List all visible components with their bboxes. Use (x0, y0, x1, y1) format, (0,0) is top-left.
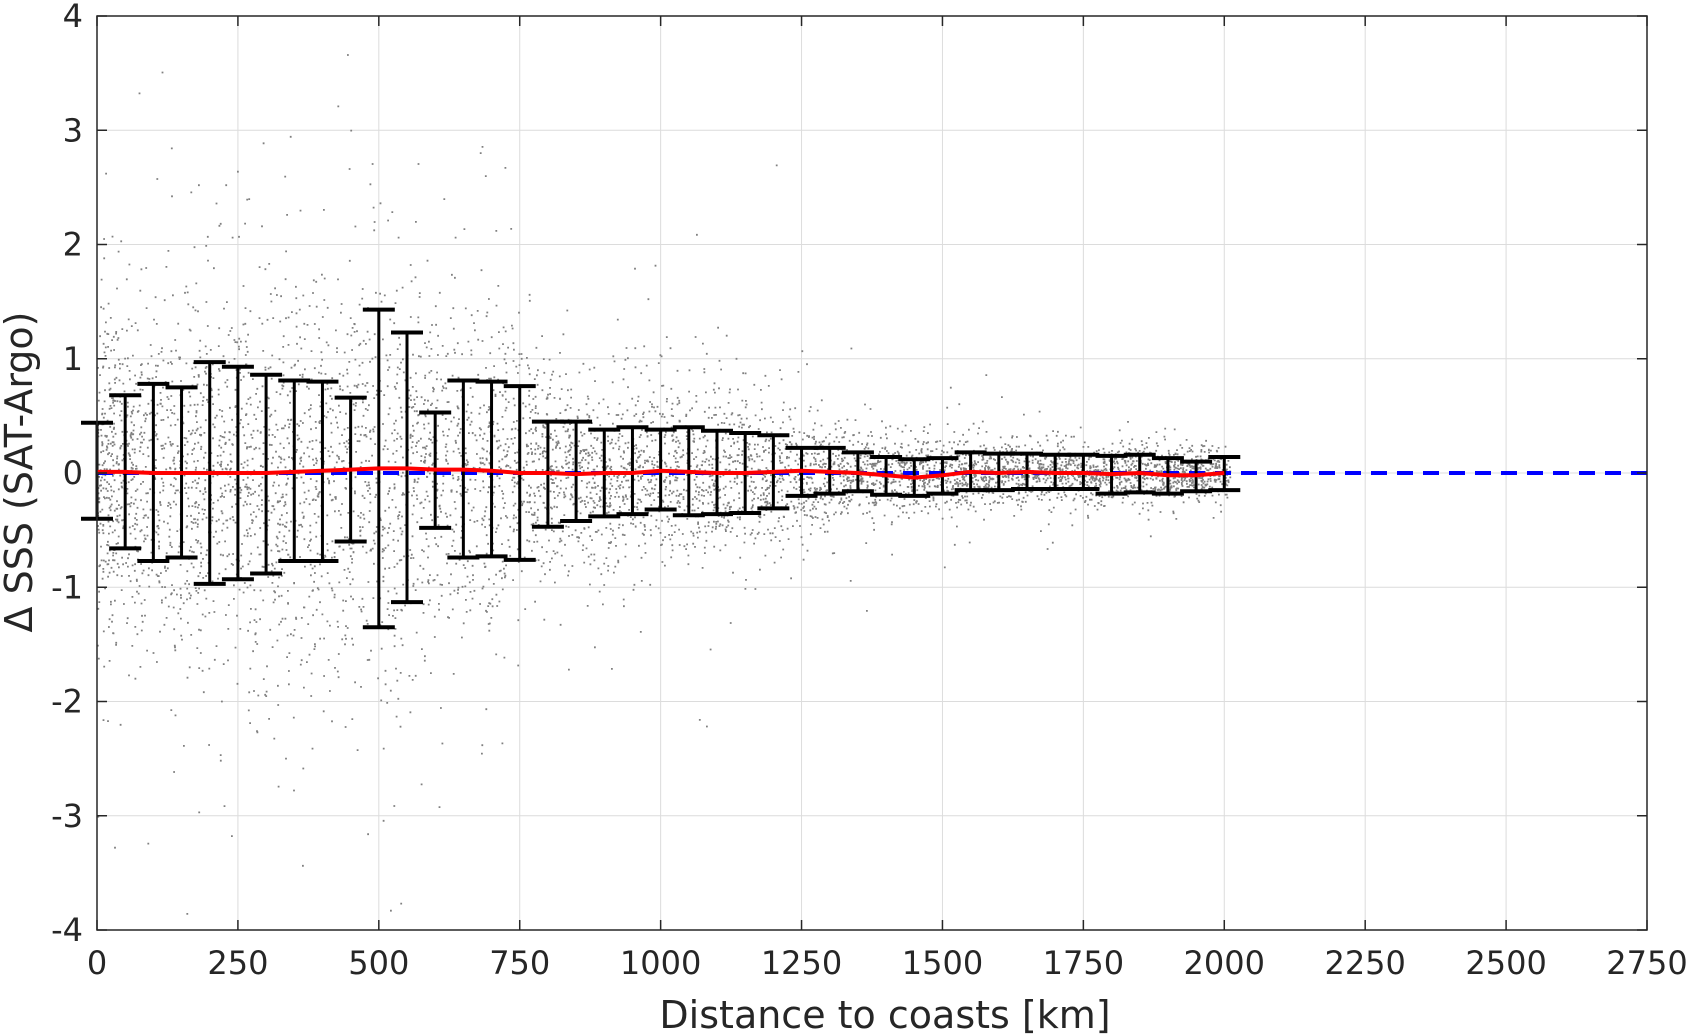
mean-line (97, 466, 1225, 480)
y-tick-label: 0 (63, 454, 83, 492)
y-tick-label: -1 (51, 568, 83, 606)
x-tick-label: 2000 (1184, 944, 1265, 982)
y-tick-label: -4 (51, 911, 83, 949)
x-tick-label: 1750 (1043, 944, 1124, 982)
y-tick-label: 3 (63, 111, 83, 149)
x-tick-label: 750 (489, 944, 550, 982)
x-tick-label: 250 (207, 944, 268, 982)
scatter-point-cloud (97, 54, 1232, 915)
tick-labels: 0 250 500 750 1000 1250 1500 1750 2000 2250 2500 27… (51, 0, 1688, 982)
y-tick-label: 4 (63, 0, 83, 35)
x-tick-label: 1000 (620, 944, 701, 982)
y-tick-label: -2 (51, 683, 83, 721)
x-tick-label: 1250 (761, 944, 842, 982)
x-tick-label: 2750 (1606, 944, 1687, 982)
x-tick-label: 500 (348, 944, 409, 982)
scatter-points (97, 54, 1232, 915)
y-tick-label: 1 (63, 340, 83, 378)
x-axis-label: Distance to coasts [km] (659, 993, 1110, 1035)
x-tick-label: 2500 (1465, 944, 1546, 982)
axes-frame (96, 15, 1648, 931)
x-tick-label: 0 (87, 944, 107, 982)
error-bar (560, 419, 593, 523)
error-bar (616, 425, 649, 517)
x-tick-label: 1500 (902, 944, 983, 982)
y-tick-label: -3 (51, 797, 83, 835)
y-axis-label: Δ SSS (SAT-Argo) (0, 312, 41, 633)
y-tick-label: 2 (63, 226, 83, 264)
mean-line-group (97, 466, 1225, 480)
x-tick-label: 2250 (1324, 944, 1405, 982)
